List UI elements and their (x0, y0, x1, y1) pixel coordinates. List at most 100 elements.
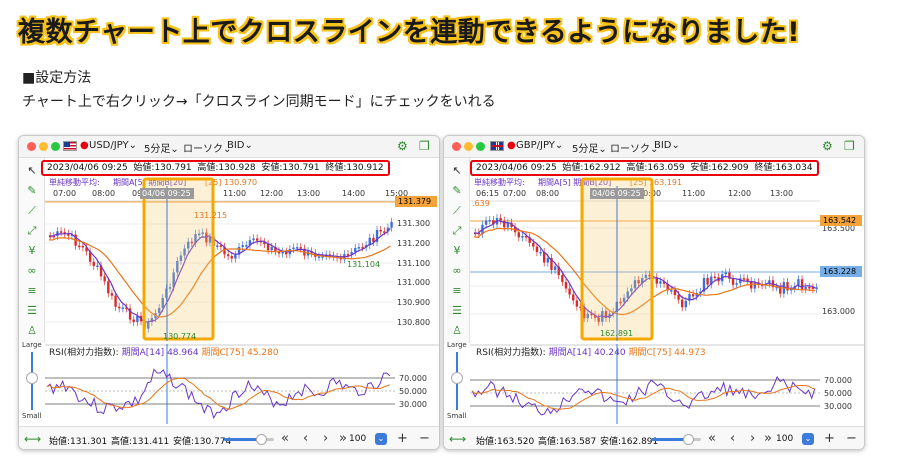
stamp-tool-icon[interactable]: ♙ (27, 324, 37, 337)
link-tool-icon[interactable]: ∞ (452, 264, 462, 277)
candle-body (49, 235, 52, 238)
close-window-button[interactable] (452, 142, 461, 151)
price-label: 130.800 (397, 318, 430, 327)
settings-list-icon[interactable]: ☰ (27, 304, 37, 317)
first-page-icon[interactable]: « (281, 431, 289, 446)
rsi-chart[interactable]: 70.000 50.000 30.000 (45, 344, 440, 424)
list-tool-icon[interactable]: ≡ (27, 284, 37, 297)
link-tool-icon[interactable]: ∞ (27, 264, 37, 277)
candle-body (753, 282, 757, 289)
chart-type-select[interactable]: ローソク⌄ (610, 144, 659, 155)
price-chart[interactable]: 単純移動平均: 期間A[5] 期間B[20] [25] 163.191 06:1… (470, 176, 865, 341)
pencil-tool-icon[interactable]: ✎ (452, 184, 462, 197)
next-page-icon[interactable]: › (750, 431, 756, 446)
info-close: 終値:130.912 (325, 163, 384, 173)
vertical-scale-knob[interactable] (451, 372, 463, 384)
rsi-value-c: 44.973 (674, 348, 706, 358)
gear-icon[interactable]: ⚙ (822, 139, 833, 153)
candle-body (114, 295, 117, 307)
candle-body (386, 227, 390, 232)
fibonacci-tool-icon[interactable]: ¥ (453, 244, 461, 257)
stamp-tool-icon[interactable]: ♙ (452, 324, 462, 337)
chart-type-select[interactable]: ローソク⌄ (183, 144, 232, 155)
window-controls (452, 142, 488, 154)
zoom-slider-knob[interactable] (256, 434, 267, 445)
candle-body (245, 245, 248, 247)
time-axis: 06:15 07:00 08:00 10:00 11:00 12:00 13:0… (476, 189, 793, 198)
pair-select[interactable]: USD/JPY⌄ (89, 140, 137, 151)
price-side-select[interactable]: BID⌄ (227, 140, 253, 151)
prev-page-icon[interactable]: ‹ (303, 431, 309, 446)
chart-window-usdjpy: ● USD/JPY⌄ 5分足⌄ ローソク⌄ BID⌄ ⚙ ❐ ↖ ✎ ⟋ ⤢ ¥… (18, 135, 440, 450)
rsi-value-a: 48.964 (167, 348, 199, 358)
rsi-chart[interactable]: 70.000 50.000 30.000 (470, 344, 865, 424)
low-mark-label: 130.774 (163, 332, 196, 341)
line-chart-tool-icon[interactable]: ⟋ (28, 204, 36, 217)
trend-tool-icon[interactable]: ⤢ (27, 224, 37, 237)
time-label: 12:00 (728, 189, 751, 198)
rsi-level-label: 70.000 (399, 374, 427, 383)
current-price-text: 131.379 (398, 197, 431, 206)
zoom-slider[interactable] (651, 434, 701, 445)
fibonacci-tool-icon[interactable]: ¥ (28, 244, 36, 257)
second-price-text: 163.228 (823, 267, 856, 276)
list-tool-icon[interactable]: ≡ (452, 284, 462, 297)
crossline-time-text: 04/06 09:25 (592, 189, 641, 198)
resize-arrows-icon[interactable]: ⟷ (449, 432, 467, 446)
zoom-in-icon[interactable]: + (824, 431, 835, 446)
candle-body (626, 291, 629, 298)
timeframe-select[interactable]: 5分足⌄ (572, 144, 607, 155)
prev-page-icon[interactable]: ‹ (730, 431, 736, 446)
timeframe-select[interactable]: 5分足⌄ (144, 144, 179, 155)
zoom-slider[interactable] (224, 434, 274, 445)
price-label: 131.200 (397, 239, 430, 248)
info-datetime: 2023/04/06 09:25 (47, 163, 128, 173)
line-chart-tool-icon[interactable]: ⟋ (453, 204, 461, 217)
pencil-tool-icon[interactable]: ✎ (27, 184, 37, 197)
price-chart[interactable]: 単純移動平均: 期間A[5] 期間B[20] [25] 130.970 07:0… (45, 176, 440, 341)
candle-body (390, 221, 393, 228)
cursor-tool-icon[interactable]: ↖ (452, 164, 462, 177)
window-copy-icon[interactable]: ❐ (419, 139, 430, 153)
zoom-slider-knob[interactable] (683, 434, 694, 445)
zoom-window-button[interactable] (51, 142, 60, 151)
bar-count-field[interactable]: 100 (776, 434, 794, 444)
bar-count-dropdown-icon[interactable]: ⌄ (802, 433, 814, 445)
instructions-steps: チャート上で右クリック→「クロスライン同期モード」にチェックをいれる (22, 94, 496, 110)
last-page-icon[interactable]: » (764, 431, 772, 446)
candle-body (241, 245, 244, 247)
candle-body (492, 220, 495, 225)
bar-count-dropdown-icon[interactable]: ⌄ (375, 433, 387, 445)
close-window-button[interactable] (27, 142, 36, 151)
settings-list-icon[interactable]: ☰ (452, 304, 462, 317)
info-open: 始値:162.912 (562, 163, 621, 173)
zoom-out-icon[interactable]: − (419, 431, 430, 446)
candle-body (194, 233, 197, 244)
price-side-select[interactable]: BID⌄ (654, 140, 680, 151)
time-axis: 07:00 08:00 09:00 11:00 12:00 13:00 14:0… (53, 189, 408, 198)
ma-short-line (48, 228, 391, 323)
trend-tool-icon[interactable]: ⤢ (452, 224, 462, 237)
time-label: 11:00 (682, 189, 705, 198)
zoom-out-icon[interactable]: − (846, 431, 857, 446)
minimize-window-button[interactable] (39, 142, 48, 151)
crossline-highlight-box (142, 177, 215, 341)
ma-legend-periods: 期間A[5] 期間B[20] (538, 178, 611, 187)
resize-arrows-icon[interactable]: ⟷ (24, 432, 42, 446)
candle-body (648, 274, 651, 277)
last-page-icon[interactable]: » (339, 431, 347, 446)
cursor-tool-icon[interactable]: ↖ (27, 164, 37, 177)
gear-icon[interactable]: ⚙ (397, 139, 408, 153)
pair-select[interactable]: GBP/JPY⌄ (516, 140, 564, 151)
window-copy-icon[interactable]: ❐ (844, 139, 855, 153)
first-page-icon[interactable]: « (708, 431, 716, 446)
zoom-window-button[interactable] (476, 142, 485, 151)
vertical-scale-knob[interactable] (26, 372, 38, 384)
candle-body (383, 231, 386, 233)
bar-count-field[interactable]: 100 (349, 434, 367, 444)
time-label: 11:00 (223, 189, 246, 198)
candle-body (779, 286, 782, 294)
zoom-in-icon[interactable]: + (397, 431, 408, 446)
next-page-icon[interactable]: › (323, 431, 329, 446)
minimize-window-button[interactable] (464, 142, 473, 151)
